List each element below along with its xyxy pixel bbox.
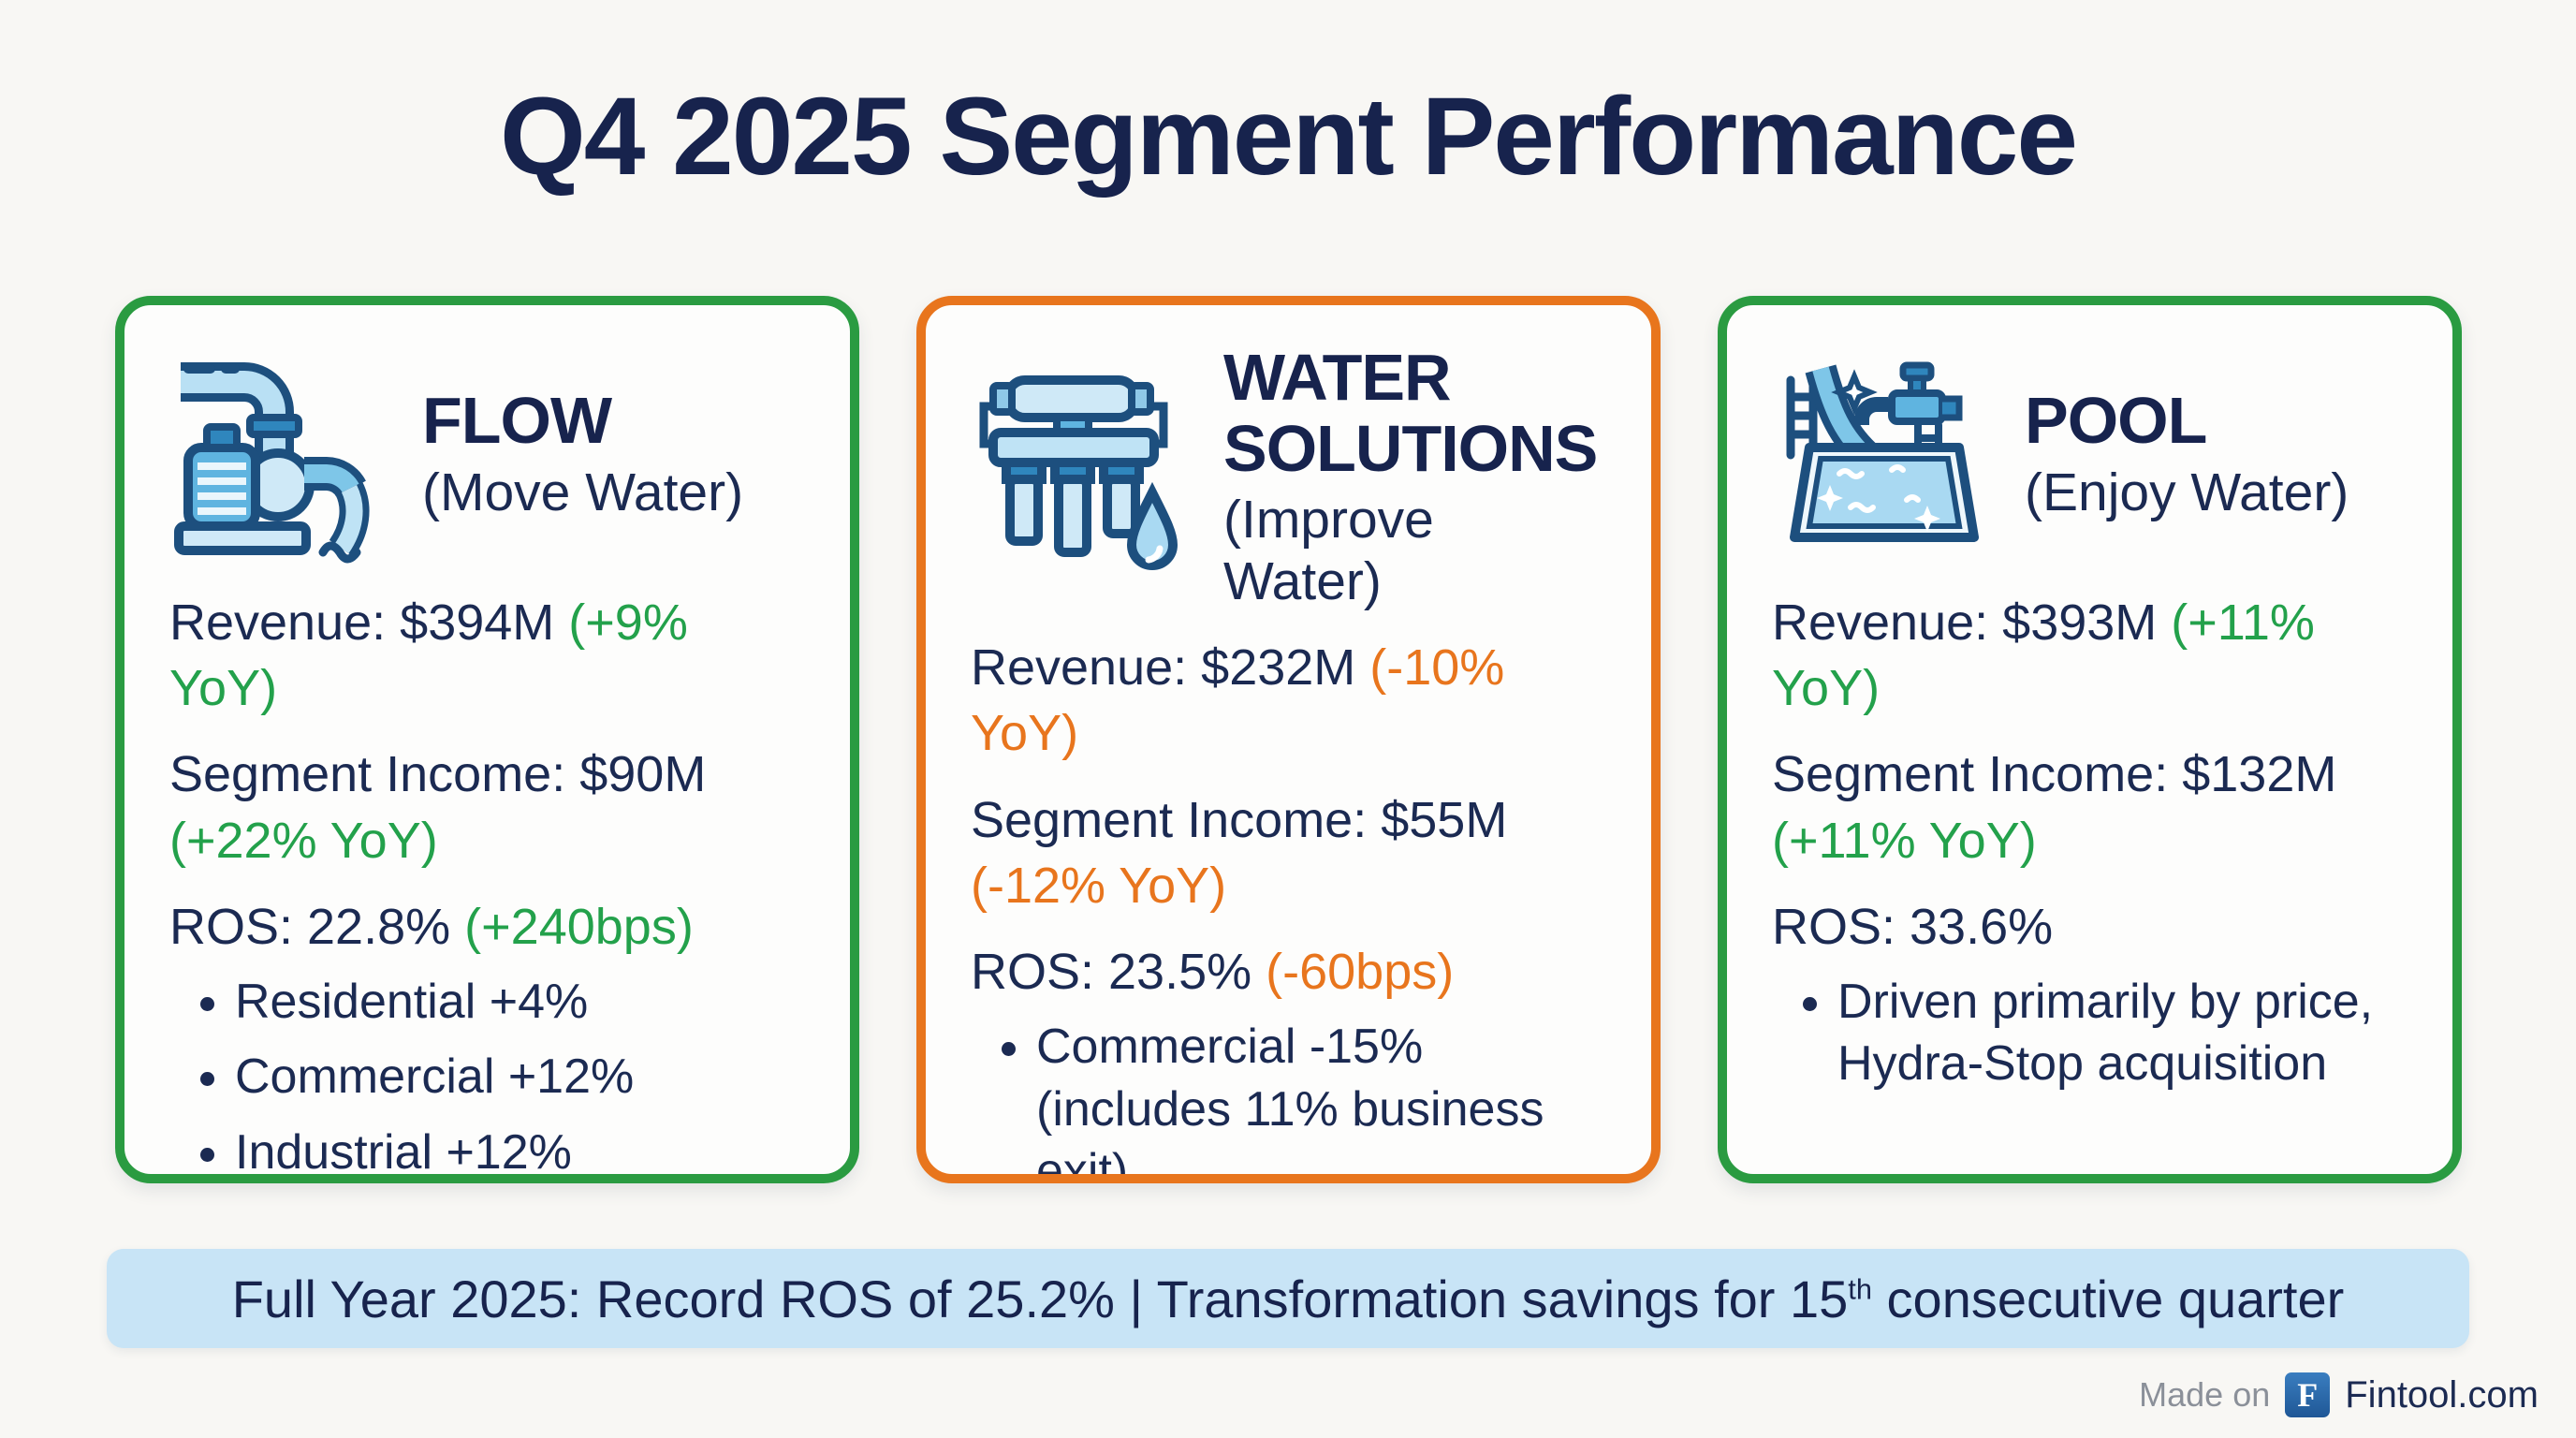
- bullet: Industrial +12%: [235, 1122, 805, 1174]
- stat-label: ROS: 23.5%: [971, 944, 1266, 1001]
- stat-ros: ROS: 33.6%: [1772, 894, 2408, 960]
- water-filter-icon: [971, 365, 1195, 590]
- stat-segment-income: Segment Income: $90M (+22% YoY): [169, 741, 805, 873]
- summary-text-end: consecutive quarter: [1871, 1269, 2345, 1328]
- card-title: WATER SOLUTIONS: [1223, 341, 1598, 485]
- stat-label: Revenue: $232M: [971, 639, 1370, 697]
- card-subtitle: (Enjoy Water): [2025, 462, 2349, 523]
- made-on-label: Made on: [2139, 1375, 2271, 1414]
- stat-label: Segment Income: $90M: [169, 746, 707, 803]
- stat-segment-income: Segment Income: $132M (+11% YoY): [1772, 741, 2408, 873]
- card-pool-titles: POOL (Enjoy Water): [2025, 386, 2408, 523]
- fintool-logo-letter: F: [2297, 1376, 2319, 1414]
- stat-revenue: Revenue: $232M (-10% YoY): [971, 635, 1606, 766]
- stat-ros: ROS: 22.8% (+240bps): [169, 894, 805, 960]
- stat-delta: (-60bps): [1266, 944, 1455, 1001]
- summary-bar: Full Year 2025: Record ROS of 25.2% | Tr…: [107, 1249, 2469, 1348]
- card-subtitle: (Move Water): [422, 462, 744, 523]
- bullet: Commercial -15% (includes 11% business e…: [1036, 1016, 1606, 1174]
- stat-delta: (-12% YoY): [971, 857, 1227, 914]
- stat-segment-income: Segment Income: $55M (-12% YoY): [971, 787, 1606, 918]
- bullet: Commercial +12%: [235, 1046, 805, 1108]
- stat-label: ROS: 33.6%: [1772, 898, 2054, 955]
- stat-label: Segment Income: $55M: [971, 791, 1508, 848]
- stat-ros: ROS: 23.5% (-60bps): [971, 939, 1606, 1005]
- stat-delta: (+22% YoY): [169, 812, 438, 869]
- stat-delta: (+240bps): [464, 898, 694, 955]
- stat-label: Segment Income: $132M: [1772, 746, 2337, 803]
- card-flow: FLOW (Move Water) Revenue: $394M (+9% Yo…: [115, 296, 859, 1183]
- pump-icon: [169, 343, 394, 567]
- card-flow-bullets: Residential +4% Commercial +12% Industri…: [169, 971, 805, 1174]
- stat-delta: (+9% YoY): [169, 594, 688, 717]
- card-pool: POOL (Enjoy Water) Revenue: $393M (+11% …: [1718, 296, 2462, 1183]
- attribution: Made on F Fintool.com: [2139, 1369, 2539, 1421]
- summary-text-sup: th: [1848, 1271, 1872, 1305]
- card-subtitle: (Improve Water): [1223, 490, 1434, 611]
- page-title: Q4 2025 Segment Performance: [499, 75, 2078, 198]
- stat-label: Revenue: $393M: [1772, 594, 2172, 651]
- pool-icon: [1772, 343, 1997, 567]
- summary-text: Full Year 2025: Record ROS of 25.2% | Tr…: [232, 1269, 2345, 1329]
- stat-revenue: Revenue: $394M (+9% YoY): [169, 590, 805, 721]
- card-flow-header: FLOW (Move Water): [169, 343, 805, 567]
- card-pool-bullets: Driven primarily by price, Hydra-Stop ac…: [1772, 971, 2408, 1095]
- card-water-solutions-titles: WATER SOLUTIONS (Improve Water): [1223, 341, 1606, 612]
- card-water-solutions-bullets: Commercial -15% (includes 11% business e…: [971, 1016, 1606, 1174]
- segment-cards: FLOW (Move Water) Revenue: $394M (+9% Yo…: [115, 296, 2462, 1183]
- stat-delta: (+11% YoY): [1772, 812, 2037, 869]
- fintool-brand: Fintool.com: [2345, 1373, 2539, 1416]
- bullet: Residential +4%: [235, 971, 805, 1034]
- stat-delta: (-10% YoY): [971, 639, 1505, 762]
- card-title: FLOW: [422, 384, 612, 458]
- bullet: Driven primarily by price, Hydra-Stop ac…: [1837, 971, 2408, 1095]
- stat-label: Revenue: $394M: [169, 594, 569, 651]
- stat-delta: (+11% YoY): [1772, 594, 2315, 717]
- card-title: POOL: [2025, 384, 2207, 458]
- card-flow-titles: FLOW (Move Water): [422, 386, 805, 523]
- card-pool-header: POOL (Enjoy Water): [1772, 343, 2408, 567]
- stat-label: ROS: 22.8%: [169, 898, 465, 955]
- card-water-solutions-header: WATER SOLUTIONS (Improve Water): [971, 341, 1606, 612]
- summary-text-start: Full Year 2025: Record ROS of 25.2% | Tr…: [231, 1269, 1849, 1328]
- fintool-logo-icon: F: [2285, 1372, 2331, 1417]
- card-water-solutions: WATER SOLUTIONS (Improve Water) Revenue:…: [916, 296, 1661, 1183]
- stat-revenue: Revenue: $393M (+11% YoY): [1772, 590, 2408, 721]
